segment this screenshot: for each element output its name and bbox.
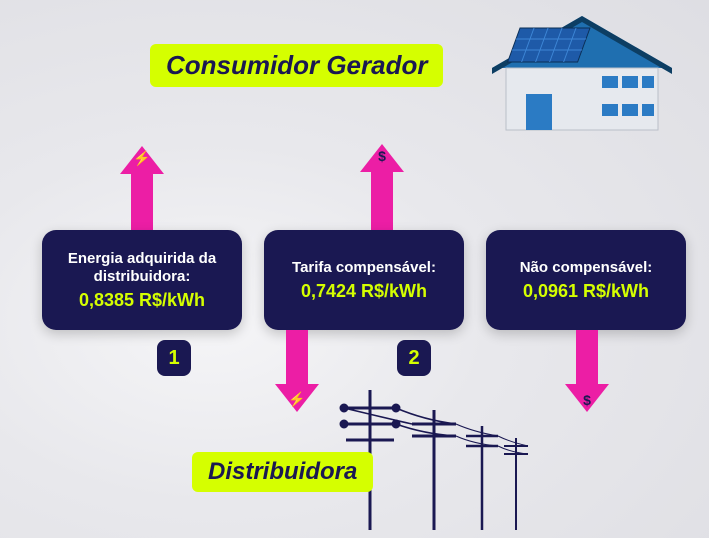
- card-label: Energia adquirida da distribuidora:: [54, 250, 230, 286]
- card-value: 0,7424 R$/kWh: [301, 281, 427, 302]
- step-number-2: 2: [397, 340, 431, 376]
- arrow-money-up: $: [371, 168, 393, 230]
- house-illustration: [482, 8, 682, 136]
- card-label: Não compensável:: [520, 259, 653, 277]
- bolt-icon: ⚡: [288, 391, 305, 408]
- consumer-title: Consumidor Gerador: [150, 44, 443, 87]
- card-value: 0,8385 R$/kWh: [79, 290, 205, 311]
- card-label: Tarifa compensável:: [292, 259, 436, 277]
- card-energy-purchased: Energia adquirida da distribuidora: 0,83…: [42, 230, 242, 330]
- distributor-title: Distribuidora: [192, 452, 373, 492]
- bolt-icon: ⚡: [133, 150, 150, 167]
- card-value: 0,0961 R$/kWh: [523, 281, 649, 302]
- arrow-energy-down: ⚡: [286, 330, 308, 388]
- card-compensable-tariff: Tarifa compensável: 0,7424 R$/kWh: [264, 230, 464, 330]
- diagram-stage: Consumidor Gerador ⚡ $ Energia adquirida…: [0, 0, 709, 538]
- arrow-money-down: $: [576, 330, 598, 388]
- dollar-icon: $: [378, 148, 386, 164]
- card-non-compensable: Não compensável: 0,0961 R$/kWh: [486, 230, 686, 330]
- step-number-1: 1: [157, 340, 191, 376]
- dollar-icon: $: [583, 392, 591, 408]
- arrow-energy-up: ⚡: [131, 170, 153, 230]
